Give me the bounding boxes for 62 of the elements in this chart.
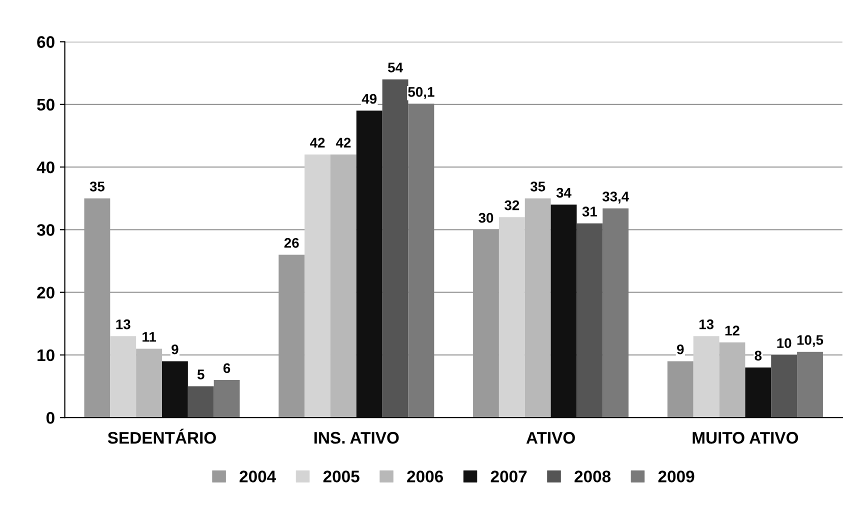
data-label: 42 [310, 138, 325, 148]
y-tick-label: 20 [37, 286, 54, 299]
bar [745, 367, 772, 418]
y-tick-label: 30 [36, 224, 54, 236]
y-tick-label: 40 [36, 161, 54, 174]
data-label: 9 [172, 344, 178, 354]
bar [162, 361, 188, 418]
y-tick-label: 10 [38, 349, 54, 362]
data-label: 13 [699, 319, 714, 330]
bar [408, 104, 434, 418]
legend-label: 2004 [240, 470, 276, 482]
data-label: 30 [478, 212, 494, 223]
bar [524, 198, 551, 418]
bar [771, 354, 798, 418]
data-label: 35 [90, 182, 105, 192]
data-label: 49 [362, 94, 377, 104]
bar [719, 342, 746, 418]
bar [576, 223, 603, 418]
bar [304, 154, 330, 418]
data-label: 42 [336, 138, 351, 148]
data-label: 34 [556, 188, 572, 198]
legend-label: 2007 [490, 470, 527, 482]
legend-label: 2009 [658, 470, 694, 482]
data-label: 9 [677, 344, 684, 354]
data-label: 54 [388, 62, 403, 72]
bar [136, 348, 162, 418]
legend-label: 2006 [407, 470, 443, 482]
bar [498, 217, 525, 418]
bar [214, 380, 240, 418]
bar [667, 361, 694, 418]
data-label: 5 [197, 370, 204, 380]
x-tick-label: MUITO ATIVO [692, 432, 798, 444]
data-label: 31 [582, 206, 598, 217]
y-tick-label: 50 [37, 98, 54, 111]
data-label: 32 [504, 200, 520, 210]
data-label: 35 [530, 182, 546, 192]
bar [356, 110, 382, 418]
legend-label: 2005 [323, 470, 360, 482]
y-tick-label: 60 [37, 36, 54, 48]
data-label: 50,1 [408, 87, 434, 99]
data-label: 26 [284, 238, 299, 248]
bar [382, 79, 408, 418]
bar [602, 208, 629, 418]
bar [188, 386, 214, 418]
x-tick-label: ATIVO [526, 432, 575, 444]
bar [110, 336, 136, 418]
data-label: 10,5 [797, 335, 824, 347]
bar [550, 204, 577, 418]
bar [693, 336, 720, 418]
data-label: 6 [223, 363, 230, 374]
bar [330, 154, 356, 418]
x-tick-label: INS. ATIVO [314, 432, 399, 444]
y-tick-label: 0 [46, 412, 54, 424]
data-label: 11 [142, 332, 156, 342]
data-label: 12 [725, 326, 740, 336]
data-label: 10 [777, 338, 792, 348]
data-label: 33,4 [602, 192, 630, 204]
data-label: 13 [116, 319, 130, 330]
bar [797, 352, 823, 418]
data-label: 8 [754, 350, 762, 361]
x-tick-label: SEDENTÁRIO [108, 428, 216, 444]
legend-label: 2008 [574, 470, 611, 482]
